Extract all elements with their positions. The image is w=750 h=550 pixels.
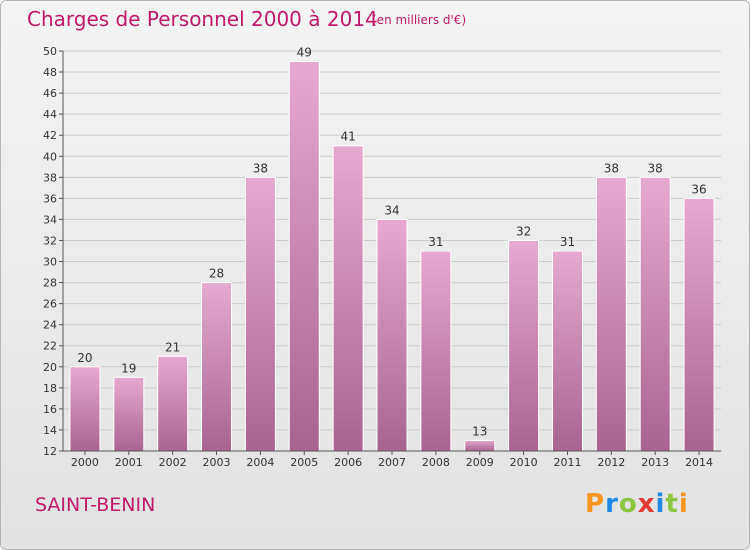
bar	[288, 61, 320, 452]
x-tick-label: 2002	[159, 456, 187, 469]
y-tick-label: 28	[43, 277, 57, 290]
bar	[420, 250, 452, 452]
bar	[551, 250, 583, 452]
y-tick-label: 48	[43, 66, 57, 79]
x-tick-label: 2014	[685, 456, 713, 469]
chart-title: Charges de Personnel 2000 à 2014	[27, 7, 378, 31]
x-tick-label: 2009	[466, 456, 494, 469]
bar-value-label: 13	[472, 424, 487, 438]
bar	[113, 376, 145, 452]
y-tick-label: 30	[43, 256, 57, 269]
bar	[464, 439, 496, 452]
bar	[157, 355, 189, 452]
y-tick-label: 12	[43, 445, 57, 458]
bar	[332, 145, 364, 452]
bar-value-label: 31	[428, 235, 443, 249]
bar-value-label: 38	[648, 161, 663, 175]
logo-letter: t	[665, 489, 679, 519]
logo-letter: x	[637, 489, 656, 519]
logo-letter: r	[605, 489, 619, 519]
bar	[201, 282, 233, 452]
y-tick-label: 34	[43, 213, 57, 226]
y-tick-label: 38	[43, 171, 57, 184]
proxiti-logo: Proxiti	[585, 489, 689, 519]
x-tick-label: 2005	[290, 456, 318, 469]
bar-value-label: 21	[165, 340, 180, 354]
bar	[595, 176, 627, 452]
bar	[69, 366, 101, 452]
bar-value-label: 38	[253, 161, 268, 175]
bar	[683, 197, 715, 452]
x-tick-label: 2011	[553, 456, 581, 469]
bar	[508, 239, 540, 452]
logo-letter: i	[678, 489, 689, 519]
logo-letter: P	[585, 489, 606, 519]
x-tick-label: 2007	[378, 456, 406, 469]
y-tick-label: 42	[43, 129, 57, 142]
bar-value-label: 41	[340, 130, 355, 144]
y-tick-label: 20	[43, 361, 57, 374]
bar	[244, 176, 276, 452]
y-tick-label: 24	[43, 319, 57, 332]
bar-value-label: 31	[560, 235, 575, 249]
x-tick-label: 2000	[71, 456, 99, 469]
x-tick-label: 2012	[597, 456, 625, 469]
y-tick-label: 36	[43, 192, 57, 205]
x-tick-label: 2013	[641, 456, 669, 469]
y-tick-label: 22	[43, 340, 57, 353]
bar-value-label: 19	[121, 361, 136, 375]
commune-name: SAINT-BENIN	[35, 494, 156, 516]
bar-value-label: 20	[77, 351, 92, 365]
bar-value-label: 34	[384, 203, 399, 217]
bar-value-label: 28	[209, 267, 224, 281]
y-tick-label: 14	[43, 424, 57, 437]
y-tick-label: 16	[43, 403, 57, 416]
x-tick-label: 2006	[334, 456, 362, 469]
x-tick-label: 2010	[510, 456, 538, 469]
y-tick-label: 26	[43, 298, 57, 311]
bar-value-label: 49	[297, 46, 312, 60]
bar-value-label: 32	[516, 224, 531, 238]
y-tick-label: 44	[43, 108, 57, 121]
bar	[639, 176, 671, 452]
chart-subtitle: (en milliers d'€)	[372, 13, 467, 27]
logo-letter: i	[655, 489, 666, 519]
x-tick-label: 2004	[246, 456, 274, 469]
x-tick-label: 2001	[115, 456, 143, 469]
bar	[376, 218, 408, 452]
y-tick-label: 50	[43, 45, 57, 58]
bar-value-label: 36	[691, 182, 706, 196]
x-tick-label: 2008	[422, 456, 450, 469]
x-tick-label: 2003	[203, 456, 231, 469]
y-tick-label: 40	[43, 150, 57, 163]
y-tick-label: 18	[43, 382, 57, 395]
logo-letter: o	[618, 489, 638, 519]
y-tick-label: 32	[43, 234, 57, 247]
bar-value-label: 38	[604, 161, 619, 175]
y-tick-label: 46	[43, 87, 57, 100]
